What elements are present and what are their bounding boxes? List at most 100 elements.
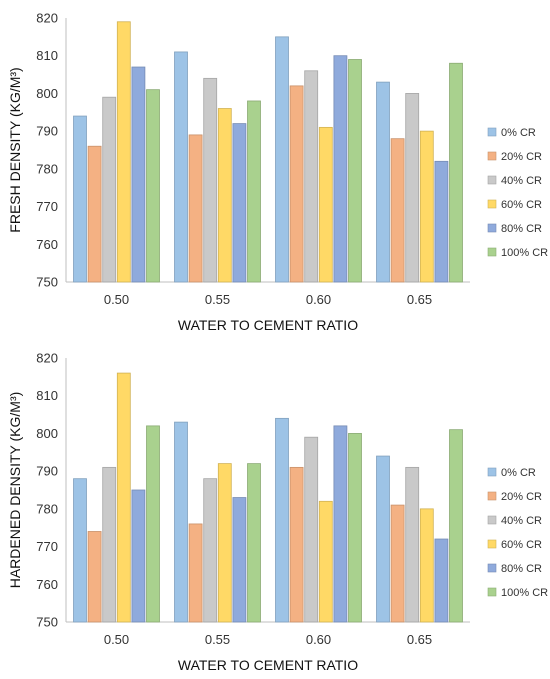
fresh-density-y-tick-label: 800: [36, 86, 58, 101]
fresh-density-x-tick-label: 0.65: [407, 292, 432, 307]
hardened-density-bar: [419, 508, 434, 623]
hardened-density-legend-swatch: [487, 563, 497, 573]
fresh-density-legend-swatch: [487, 127, 497, 137]
hardened-density-bar: [449, 429, 463, 623]
fresh-density-bar: [146, 89, 160, 283]
hardened-density-bar: [289, 466, 304, 623]
fresh-density-bar: [318, 126, 333, 283]
hardened-density-bar: [434, 538, 449, 623]
hardened-density-y-tick-label: 770: [36, 539, 58, 554]
fresh-density-bar: [289, 85, 304, 283]
hardened-density-legend-label: 0% CR: [501, 467, 536, 479]
hardened-density-legend-label: 80% CR: [501, 563, 542, 575]
fresh-density-bar: [102, 96, 117, 283]
hardened-density-x-tick-label: 0.50: [104, 632, 129, 647]
hardened-density-legend-swatch: [487, 491, 497, 501]
hardened-density-bar: [376, 455, 390, 623]
hardened-density-x-axis-title: WATER TO CEMENT RATIO: [178, 657, 358, 673]
fresh-density-bar: [304, 70, 319, 283]
fresh-density-y-tick-label: 760: [36, 237, 58, 252]
hardened-density-bar: [203, 478, 218, 623]
fresh-density-bar: [232, 123, 247, 283]
hardened-density-legend-label: 100% CR: [501, 587, 548, 599]
fresh-density-bar: [217, 108, 232, 283]
fresh-density-bar: [275, 36, 289, 283]
hardened-density-x-tick-label: 0.65: [407, 632, 432, 647]
fresh-density-legend-label: 80% CR: [501, 223, 542, 235]
fresh-density-x-tick-label: 0.60: [306, 292, 331, 307]
hardened-density-bar: [333, 425, 348, 623]
hardened-density-bar: [131, 489, 146, 623]
fresh-density-bar: [73, 115, 87, 283]
hardened-density-y-tick-label: 760: [36, 577, 58, 592]
hardened-density-chart: 750 760 770 780 790 800 810 820 0.50 0.55 0.60 0.65…: [0, 340, 550, 679]
hardened-density-legend-swatch: [487, 587, 497, 597]
hardened-density-legend-swatch: [487, 515, 497, 525]
hardened-density-bar: [116, 372, 131, 623]
fresh-density-legend-label: 40% CR: [501, 175, 542, 187]
fresh-density-x-tick-label: 0.55: [205, 292, 230, 307]
hardened-density-bar: [87, 531, 102, 623]
hardened-density-y-tick-label: 820: [36, 351, 58, 366]
fresh-density-y-tick-label: 790: [36, 124, 58, 139]
fresh-density-bar: [376, 81, 390, 283]
fresh-density-legend-swatch: [487, 199, 497, 209]
hardened-density-x-tick-label: 0.60: [306, 632, 331, 647]
fresh-density-legend-swatch: [487, 175, 497, 185]
fresh-density-bar: [131, 66, 146, 283]
hardened-density-legend-label: 40% CR: [501, 515, 542, 527]
fresh-density-y-tick-label: 810: [36, 48, 58, 63]
hardened-density-bar: [232, 497, 247, 623]
hardened-density-legend-swatch: [487, 467, 497, 477]
fresh-density-legend-swatch: [487, 223, 497, 233]
fresh-density-legend-label: 100% CR: [501, 247, 548, 259]
hardened-density-legend-label: 20% CR: [501, 491, 542, 503]
fresh-density-legend-label: 0% CR: [501, 127, 536, 139]
fresh-density-legend-swatch: [487, 247, 497, 257]
fresh-density-bar: [188, 134, 203, 283]
fresh-density-bar: [449, 62, 463, 283]
hardened-density-bar: [390, 504, 405, 623]
fresh-density-bar: [203, 77, 218, 283]
fresh-density-bar: [405, 93, 420, 283]
fresh-density-bar: [333, 55, 348, 283]
hardened-density-legend-label: 60% CR: [501, 539, 542, 551]
hardened-density-bar: [405, 466, 420, 623]
hardened-density-bar: [174, 421, 188, 623]
hardened-density-y-tick-label: 790: [36, 464, 58, 479]
fresh-density-bar: [434, 160, 449, 283]
fresh-density-bar: [174, 51, 188, 283]
fresh-density-bar: [419, 130, 434, 283]
hardened-density-chart-svg: 750 760 770 780 790 800 810 820 0.50 0.55 0.60 0.65…: [7, 351, 548, 674]
fresh-density-bar: [247, 100, 261, 283]
fresh-density-x-tick-label: 0.50: [104, 292, 129, 307]
fresh-density-legend-label: 60% CR: [501, 199, 542, 211]
hardened-density-y-tick-label: 800: [36, 426, 58, 441]
fresh-density-y-tick-label: 770: [36, 199, 58, 214]
fresh-density-bar: [390, 138, 405, 283]
fresh-density-x-axis-title: WATER TO CEMENT RATIO: [178, 317, 358, 333]
fresh-density-chart-svg: 750 760 770 780 790 800 810 820 0.50 0.55 0.60 0.65…: [7, 11, 548, 334]
hardened-density-y-tick-label: 780: [36, 501, 58, 516]
hardened-density-bar: [348, 433, 362, 623]
fresh-density-y-tick-label: 780: [36, 161, 58, 176]
hardened-density-bar: [73, 478, 87, 623]
hardened-density-bar: [304, 436, 319, 623]
fresh-density-y-tick-label: 820: [36, 11, 58, 26]
fresh-density-y-tick-label: 750: [36, 275, 58, 290]
hardened-density-bar: [188, 523, 203, 623]
fresh-density-legend-label: 20% CR: [501, 151, 542, 163]
hardened-density-bar: [102, 466, 117, 623]
hardened-density-bar: [247, 463, 261, 623]
fresh-density-chart: 750 760 770 780 790 800 810 820 0.50 0.55 0.60 0.65…: [0, 0, 550, 339]
fresh-density-bar: [116, 21, 131, 283]
hardened-density-bar: [146, 425, 160, 623]
hardened-density-x-tick-label: 0.55: [205, 632, 230, 647]
hardened-density-bar: [275, 417, 289, 623]
fresh-density-legend-swatch: [487, 151, 497, 161]
fresh-density-bar: [348, 59, 362, 283]
hardened-density-y-tick-label: 750: [36, 615, 58, 630]
fresh-density-y-axis-title: FRESH DENSITY (KG/M³): [7, 67, 23, 232]
hardened-density-bar: [318, 500, 333, 623]
hardened-density-y-axis-title: HARDENED DENSITY (KG/M³): [7, 392, 23, 589]
